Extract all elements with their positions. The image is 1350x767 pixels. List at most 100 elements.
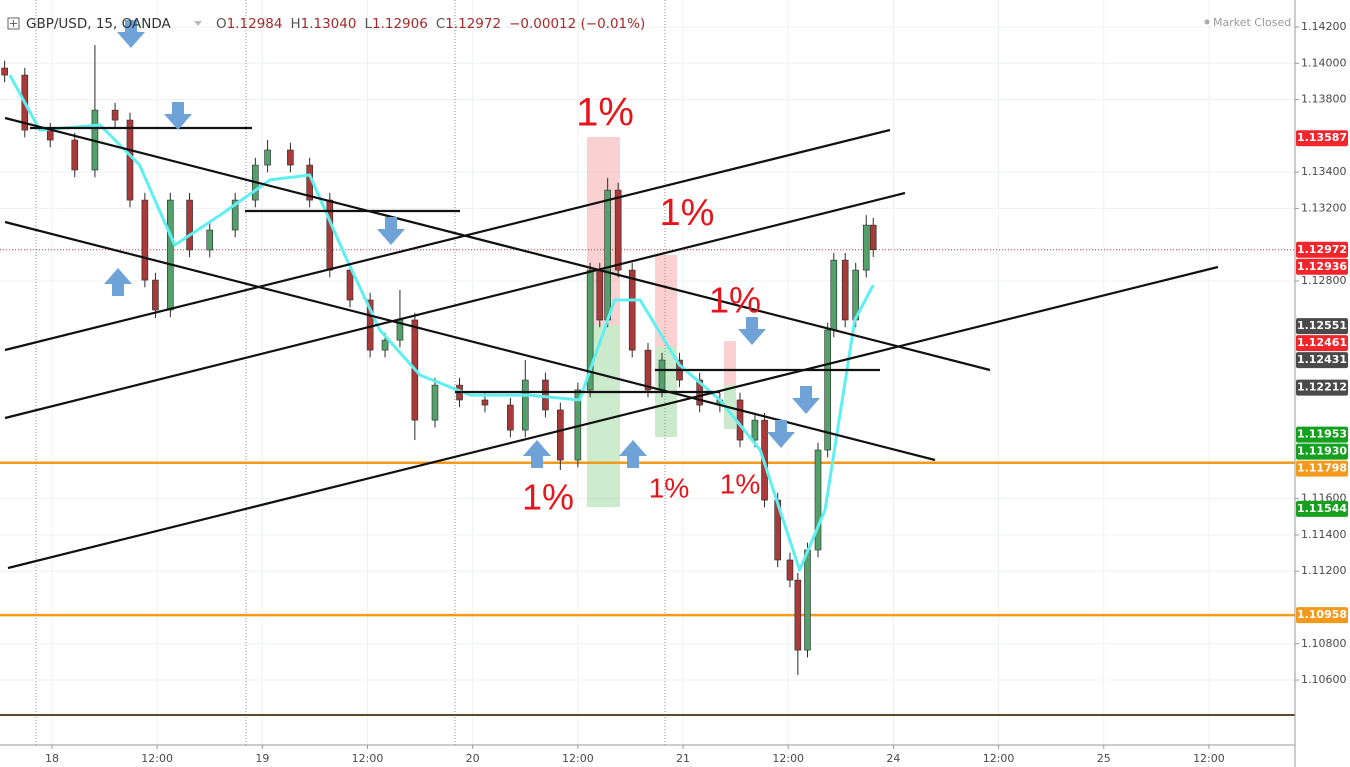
candle-body	[431, 384, 439, 421]
x-tick-label: 19	[255, 752, 269, 765]
candle-body	[604, 189, 611, 321]
price-tag	[1296, 460, 1348, 477]
price-tags: 1.13587 1.12972 1.12936 1.12551 1.12461 1.124…	[1296, 130, 1348, 624]
price-tag-label: 1.12936	[1297, 260, 1347, 273]
candle-body	[644, 349, 652, 391]
x-tick-label: 12:00	[983, 752, 1015, 765]
symbol-dropdown[interactable]	[194, 21, 202, 26]
change: −0.00012 (−0.01%)	[509, 16, 645, 32]
candle-body	[804, 549, 811, 651]
candle-body	[381, 339, 389, 351]
candle-body	[141, 199, 149, 281]
y-tick-label: 1.14000	[1301, 56, 1347, 69]
annotation: 1%	[576, 91, 634, 135]
market-status: Market Closed	[1213, 16, 1291, 29]
y-tick-label: 1.13800	[1301, 93, 1347, 106]
moving-average-line	[8, 74, 875, 572]
x-tick-label: 21	[676, 752, 690, 765]
price-tag-label: 1.12551	[1297, 319, 1347, 332]
price-tag-label: 1.11953	[1297, 428, 1347, 441]
x-tick-label: 12:00	[772, 752, 804, 765]
price-tag-label: 1.12431	[1297, 353, 1347, 366]
y-tick-label: 1.10600	[1301, 673, 1347, 686]
header: GBP/USD, 15, OANDA O1.12984 H1.13040 L1.12…	[7, 16, 1291, 32]
candle-body	[786, 559, 794, 581]
price-tag	[1296, 318, 1348, 335]
price-tag	[1296, 500, 1348, 517]
annotations: 1% 1% 1% 1% 1% 1%	[522, 91, 761, 518]
x-tick-label: 12:00	[562, 752, 594, 765]
candle-body	[658, 359, 666, 391]
candle-body	[126, 119, 134, 201]
ohlc-value: 1.12972	[445, 16, 501, 32]
levels	[0, 249, 1295, 617]
ohlc-label: O	[216, 16, 227, 32]
candle-body	[557, 409, 564, 461]
price-tag	[1296, 258, 1348, 275]
y-tick-label: 1.11400	[1301, 528, 1347, 541]
candle-body	[824, 329, 831, 451]
y-tick-label: 1.13400	[1301, 165, 1347, 178]
grid	[0, 0, 1295, 745]
candle-body	[862, 224, 870, 271]
candle-body	[287, 149, 294, 166]
candle-body	[152, 279, 159, 311]
price-tag-label: 1.10958	[1297, 608, 1347, 621]
moving-average	[8, 74, 875, 572]
price-tag-label: 1.13587	[1297, 131, 1347, 144]
price-tag	[1296, 607, 1348, 624]
ohlc-value: 1.12906	[372, 16, 428, 32]
candle-body	[231, 199, 239, 231]
price-tag	[1296, 352, 1348, 369]
ohlc-value: 1.13040	[301, 16, 357, 32]
trend-line	[7, 265, 1219, 570]
y-tick-label: 1.14200	[1301, 20, 1347, 33]
candle-body	[869, 224, 877, 251]
candle-body	[507, 404, 514, 431]
candle-body	[346, 269, 354, 301]
risk-box	[724, 341, 736, 385]
x-tick-label: 24	[886, 752, 900, 765]
y-tick-label: 1.11200	[1301, 564, 1347, 577]
candle-body	[814, 449, 822, 551]
candle-body	[830, 259, 838, 331]
candle-body	[1, 67, 8, 76]
price-tag	[1296, 443, 1348, 460]
annotation: 1%	[522, 477, 574, 518]
y-tick-label: 1.13200	[1301, 201, 1347, 214]
ohlc-label: C	[436, 16, 445, 32]
price-tag-label: 1.12212	[1297, 381, 1347, 394]
candle-body	[206, 229, 214, 251]
candle-body	[111, 109, 119, 121]
status-dot	[1204, 19, 1210, 25]
price-tag-label: 1.11798	[1297, 462, 1347, 475]
price-tag	[1296, 130, 1348, 147]
candle-body	[264, 149, 271, 166]
price-tag	[1296, 426, 1348, 443]
candle-body	[586, 269, 594, 391]
candle-body	[596, 269, 604, 321]
x-tick-label: 12:00	[141, 752, 173, 765]
x-tick-label: 12:00	[1193, 752, 1225, 765]
annotation: 1%	[660, 192, 715, 234]
candle-body	[186, 199, 193, 251]
price-tag	[1296, 241, 1348, 258]
ohlc-label: L	[364, 16, 372, 32]
y-tick-label: 1.12800	[1301, 274, 1347, 287]
candle-body	[71, 139, 79, 171]
annotation: 1%	[649, 472, 689, 503]
symbol[interactable]: GBP/USD, 15, OANDA	[26, 16, 171, 32]
x-tick-label: 18	[45, 752, 59, 765]
toggle-icon[interactable]	[7, 17, 20, 30]
annotation: 1%	[709, 280, 761, 321]
x-tick-label: 25	[1097, 752, 1111, 765]
trend-line	[4, 191, 906, 420]
x-tick-label: 20	[466, 752, 480, 765]
risk-box	[655, 255, 677, 347]
price-tag	[1296, 335, 1348, 352]
candle-body	[628, 269, 636, 351]
candle-body	[614, 189, 622, 271]
trend-line	[4, 116, 991, 372]
candle-body	[521, 379, 529, 431]
